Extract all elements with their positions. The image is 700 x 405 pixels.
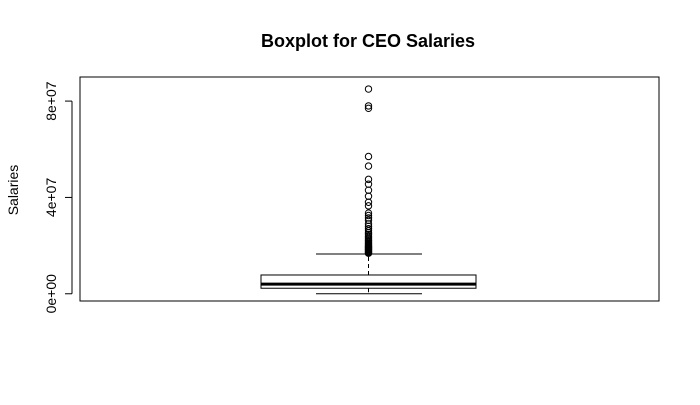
- outlier-point: [364, 180, 373, 188]
- outlier-point: [364, 104, 373, 113]
- outlier-point: [364, 209, 373, 217]
- outlier-point: [364, 162, 373, 170]
- y-tick-label: 0e+00: [43, 274, 59, 314]
- outlier-layer: [364, 85, 373, 258]
- y-tick-label: 8e+07: [43, 81, 59, 121]
- outlier-point: [364, 211, 373, 220]
- outlier-point: [364, 216, 373, 225]
- outlier-point: [364, 186, 373, 194]
- iqr-box: [260, 274, 477, 289]
- outlier-point: [364, 192, 373, 200]
- plot-frame: [79, 76, 660, 302]
- outlier-point: [364, 85, 373, 93]
- y-tick-label: 4e+07: [43, 178, 59, 218]
- box-layer: [260, 253, 477, 295]
- outlier-point: [364, 214, 373, 222]
- y-axis: 0e+00 4e+07 8e+07: [43, 81, 73, 314]
- outlier-point: [364, 102, 373, 110]
- outlier-point: [364, 202, 373, 210]
- outlier-point: [364, 225, 373, 233]
- y-axis-label: Salaries: [5, 165, 21, 216]
- outlier-point: [364, 152, 373, 161]
- chart-title: Boxplot for CEO Salaries: [261, 31, 475, 51]
- outlier-point: [364, 175, 373, 184]
